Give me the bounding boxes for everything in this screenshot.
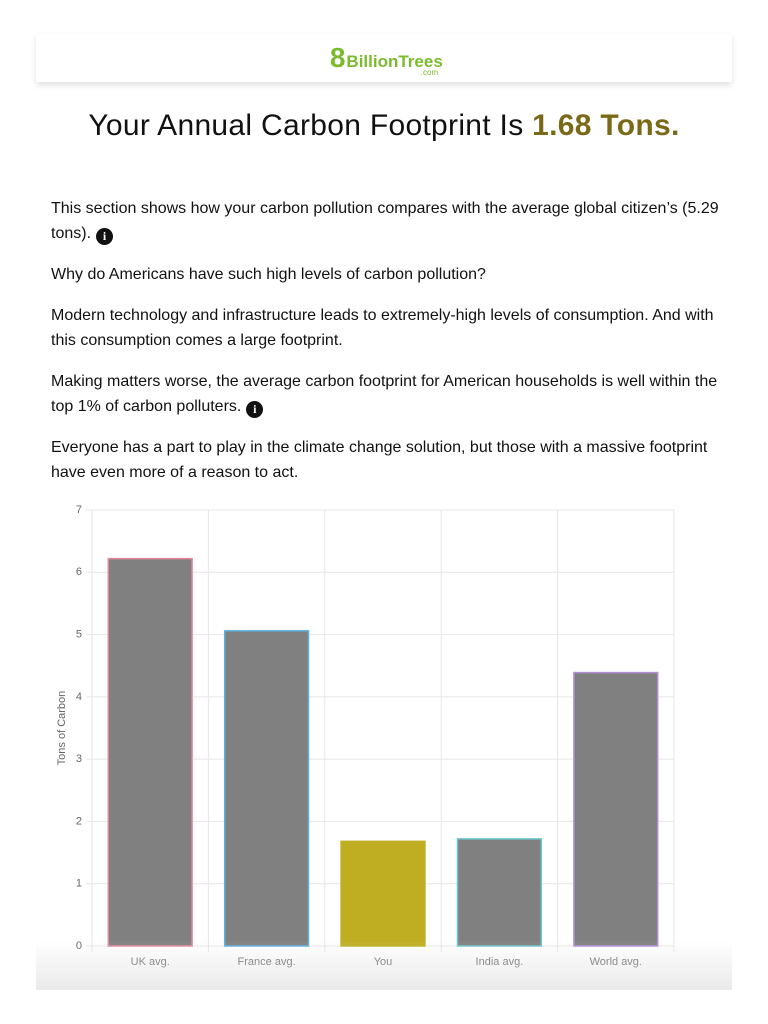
text-block: This section shows how your carbon pollu… xyxy=(51,196,721,501)
logo-suffix: .com xyxy=(420,68,439,77)
paragraph-text: This section shows how your carbon pollu… xyxy=(51,200,719,242)
logo-name: BillionTrees xyxy=(346,52,443,71)
y-tick-label: 6 xyxy=(76,566,82,578)
bar xyxy=(456,838,543,947)
bar xyxy=(573,671,659,947)
bar xyxy=(107,557,193,947)
y-tick-label: 4 xyxy=(76,691,82,703)
info-icon[interactable]: i xyxy=(246,401,264,418)
paragraph: This section shows how your carbon pollu… xyxy=(51,196,721,246)
heading: Your Annual Carbon Footprint Is 1.68 Ton… xyxy=(60,108,708,143)
logo-digit: 8 xyxy=(329,42,346,73)
paragraph: Making matters worse, the average carbon… xyxy=(51,369,721,419)
paragraph: Why do Americans have such high levels o… xyxy=(51,262,721,287)
logo[interactable]: 8 BillionTrees .com xyxy=(329,42,443,77)
y-tick-label: 3 xyxy=(76,753,82,765)
y-tick-label: 7 xyxy=(76,504,82,516)
paragraph: Modern technology and infrastructure lea… xyxy=(51,303,721,353)
scroll-fade xyxy=(36,940,732,990)
paragraph-text: Making matters worse, the average carbon… xyxy=(51,373,718,415)
info-icon[interactable]: i xyxy=(96,228,114,245)
heading-highlight: 1.68 Tons. xyxy=(532,109,680,142)
y-tick-label: 5 xyxy=(76,628,82,640)
heading-prefix: Your Annual Carbon Footprint Is xyxy=(88,109,524,142)
bar xyxy=(223,630,310,947)
paragraph-text: Everyone has a part to play in the clima… xyxy=(51,439,708,481)
y-tick-label: 2 xyxy=(76,815,82,827)
paragraph: Everyone has a part to play in the clima… xyxy=(51,435,721,485)
chart: Tons of Carbon 01234567UK avg.France avg… xyxy=(56,504,675,968)
paragraph-text: Why do Americans have such high levels o… xyxy=(51,266,486,283)
bar xyxy=(340,840,426,947)
y-axis-label: Tons of Carbon xyxy=(56,691,68,766)
y-tick-label: 1 xyxy=(76,878,82,890)
header: 8 BillionTrees .com xyxy=(36,34,732,82)
paragraph-text: Modern technology and infrastructure lea… xyxy=(51,307,714,349)
